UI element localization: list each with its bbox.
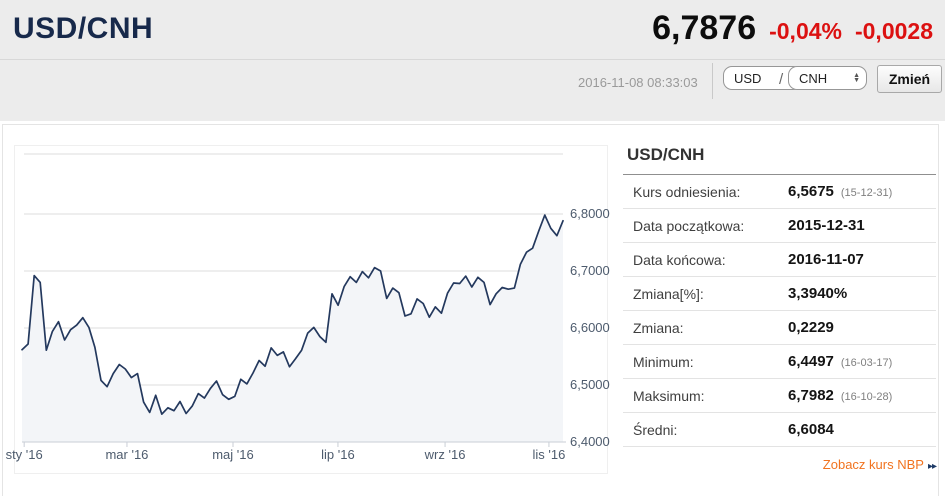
- stat-value: 6,4497: [788, 353, 834, 370]
- stat-value-group: 0,2229: [788, 319, 841, 336]
- stat-value: 2015-12-31: [788, 217, 865, 234]
- change-percent: -0,04%: [769, 18, 842, 44]
- link-row: Zobacz kurs NBP ▸▸: [623, 456, 937, 474]
- stat-value-group: 6,6084: [788, 421, 841, 438]
- stat-label: Kurs odniesienia:: [633, 183, 741, 200]
- x-axis-label: maj '16: [212, 447, 254, 462]
- stat-label: Zmiana[%]:: [633, 285, 704, 302]
- stats-row: Kurs odniesienia: 6,5675 (15-12-31): [623, 175, 936, 209]
- x-axis-label: mar '16: [105, 447, 148, 462]
- y-axis-label: 6,4000: [570, 434, 610, 449]
- quote-timestamp: 2016-11-08 08:33:03: [578, 75, 698, 90]
- stat-label: Data początkowa:: [633, 217, 745, 234]
- y-axis-label: 6,7000: [570, 263, 610, 278]
- change-pair-button[interactable]: Zmień: [877, 65, 942, 93]
- stat-value: 6,7982: [788, 387, 834, 404]
- stats-heading: USD/CNH: [623, 143, 936, 175]
- stat-label: Data końcowa:: [633, 251, 726, 268]
- quote-group: 6,7876 -0,04% -0,0028: [652, 0, 933, 58]
- x-axis-label: sty '16: [6, 447, 43, 462]
- stats-row: Maksimum: 6,7982 (16-10-28): [623, 379, 936, 413]
- stats-panel: USD/CNH Kurs odniesienia: 6,5675 (15-12-31…: [623, 143, 937, 474]
- vertical-divider: [712, 63, 713, 99]
- y-axis-label: 6,6000: [570, 320, 610, 335]
- stat-value: 3,3940%: [788, 285, 848, 302]
- y-axis-label: 6,8000: [570, 206, 610, 221]
- chevron-up-down-icon: ▲▼: [853, 72, 860, 84]
- series-area: [22, 215, 563, 442]
- controls-row: 2016-11-08 08:33:03 USD ▲▼ / CNH ▲▼ Zmie…: [0, 60, 945, 121]
- stat-label: Maksimum:: [633, 387, 705, 404]
- stats-row: Data początkowa: 2015-12-31: [623, 209, 936, 243]
- series-line: [21, 214, 564, 415]
- current-price: 6,7876: [652, 9, 757, 47]
- x-axis-label: wrz '16: [424, 447, 466, 462]
- nbp-link[interactable]: Zobacz kurs NBP ▸▸: [822, 457, 937, 472]
- price-chart-canvas[interactable]: sty '16 mar '16 maj '16 lip '16 wrz '16 lis '…: [0, 140, 620, 482]
- base-currency-value: USD: [734, 70, 762, 86]
- stat-value-group: 2016-11-07: [788, 251, 871, 268]
- pair-separator: /: [779, 71, 784, 88]
- stat-label: Minimum:: [633, 353, 694, 370]
- x-axis-label: lip '16: [321, 447, 355, 462]
- stat-value: 2016-11-07: [788, 251, 864, 268]
- stat-label: Średni:: [633, 421, 678, 438]
- title-row: USD/CNH 6,7876 -0,04% -0,0028: [0, 0, 945, 60]
- stats-table: Kurs odniesienia: 6,5675 (15-12-31) Data po…: [623, 175, 936, 447]
- stats-row: Minimum: 6,4497 (16-03-17): [623, 345, 936, 379]
- y-axis-label: 6,5000: [570, 377, 610, 392]
- stat-value: 0,2229: [788, 319, 834, 336]
- header-band: USD/CNH 6,7876 -0,04% -0,0028 2016-11-08…: [0, 0, 945, 121]
- stat-value: 6,6084: [788, 421, 834, 438]
- stat-value-group: 6,4497 (16-03-17): [788, 353, 892, 370]
- stat-date: (16-10-28): [840, 391, 893, 403]
- stat-value: 6,5675: [788, 183, 834, 200]
- stats-row: Średni: 6,6084: [623, 413, 936, 447]
- stat-date: (15-12-31): [840, 187, 893, 199]
- stat-value-group: 6,7982 (16-10-28): [788, 387, 892, 404]
- stats-row: Zmiana[%]: 3,3940%: [623, 277, 936, 311]
- stat-value-group: 2015-12-31: [788, 217, 872, 234]
- stat-value-group: 6,5675 (15-12-31): [788, 183, 892, 200]
- stat-label: Zmiana:: [633, 319, 684, 336]
- page-title: USD/CNH: [13, 12, 154, 45]
- quote-currency-select[interactable]: CNH ▲ ▼: [788, 66, 867, 90]
- stats-row: Data końcowa: 2016-11-07: [623, 243, 936, 277]
- nbp-link-label: Zobacz kurs NBP: [822, 457, 924, 472]
- change-absolute: -0,0028: [854, 18, 933, 44]
- double-arrow-icon: ▸▸: [927, 461, 937, 472]
- stats-row: Zmiana: 0,2229: [623, 311, 936, 345]
- stat-date: (16-03-17): [840, 357, 893, 369]
- stat-value-group: 3,3940%: [788, 285, 854, 302]
- quote-currency-value: CNH: [799, 70, 828, 86]
- x-axis-label: lis '16: [533, 447, 566, 462]
